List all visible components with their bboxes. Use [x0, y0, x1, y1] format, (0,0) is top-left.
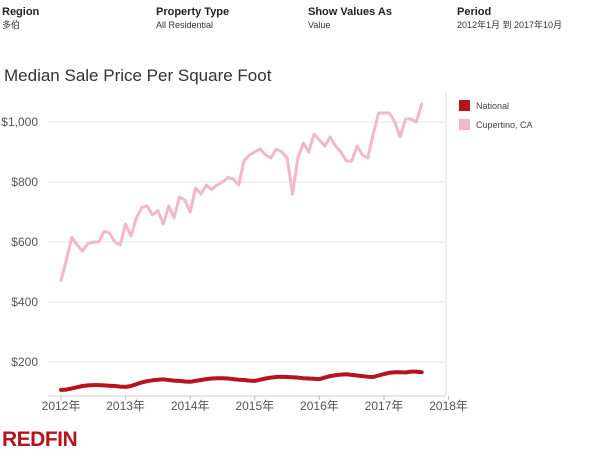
filter-property-type-value[interactable]: All Residential [156, 20, 214, 30]
y-tick-label: $400 [11, 295, 38, 309]
legend-label: National [476, 101, 509, 111]
filter-region-value[interactable]: 多伯 [2, 20, 21, 30]
x-tick-label: 2018年 [429, 399, 468, 413]
series-line-national [59, 369, 424, 392]
y-tick-label: $1,000 [1, 115, 38, 129]
filter-region-label: Region [2, 6, 40, 18]
filter-property-type[interactable]: Property Type All Residential [156, 6, 229, 31]
x-tick-label: 2012年 [42, 399, 81, 413]
filter-region[interactable]: Region 多伯 [2, 6, 39, 31]
filter-property-type-label: Property Type [156, 6, 230, 18]
series-line-cupertino-ca [59, 102, 424, 282]
filter-show-values-label: Show Values As [308, 6, 392, 18]
y-tick-label: $800 [11, 175, 38, 189]
x-tick-label: 2017年 [365, 399, 404, 413]
legend-swatch [459, 119, 470, 130]
filter-show-values-value[interactable]: Value [308, 20, 331, 30]
filter-period-label: Period [457, 6, 492, 18]
chart-title: Median Sale Price Per Square Foot [4, 66, 272, 85]
x-tick-label: 2014年 [171, 399, 210, 413]
filter-bar: Region 多伯 Property Type All Residential … [0, 6, 607, 36]
redfin-logo: REDFIN [2, 428, 78, 451]
filter-period-value[interactable]: 2012年1月 到 2017年10月 [457, 20, 563, 30]
y-tick-label: $600 [11, 235, 38, 249]
filter-show-values[interactable]: Show Values As Value [308, 6, 392, 31]
filter-period[interactable]: Period 2012年1月 到 2017年10月 [457, 6, 562, 31]
legend-label: Cupertino, CA [476, 120, 533, 130]
x-tick-label: 2013年 [106, 399, 145, 413]
x-tick-label: 2016年 [300, 399, 339, 413]
x-tick-label: 2015年 [235, 399, 274, 413]
legend-swatch [459, 100, 470, 111]
y-tick-label: $200 [11, 355, 38, 369]
